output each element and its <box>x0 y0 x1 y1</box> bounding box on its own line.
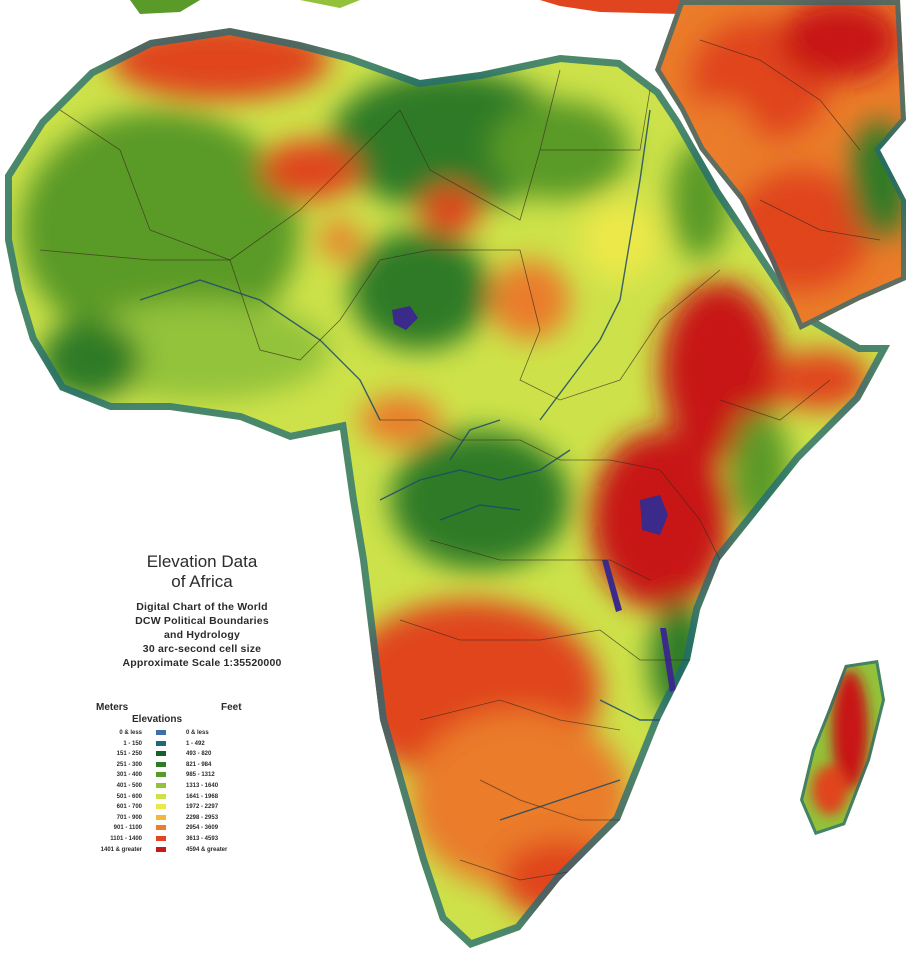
legend-row: 1401 & greater 4594 & greater <box>78 845 278 856</box>
legend-meters-range: 1 - 150 <box>123 740 142 747</box>
legend-meters-range: 251 - 300 <box>116 761 142 768</box>
legend-title-block: Elevation Data of Africa Digital Chart o… <box>62 552 342 670</box>
legend-meters-range: 151 - 250 <box>116 751 142 758</box>
legend-feet-range: 1972 - 2297 <box>186 804 219 811</box>
legend-subtitle-line: and Hydrology <box>163 629 241 641</box>
legend-color-swatch <box>156 825 166 831</box>
legend-feet-range: 1 - 492 <box>186 740 205 747</box>
lake-victoria <box>640 495 668 535</box>
legend-feet-range: 2298 - 2953 <box>186 814 219 821</box>
legend-meters-range: 501 - 600 <box>116 793 142 800</box>
legend-color-swatch <box>156 782 166 788</box>
legend-subtitle-line: Approximate Scale 1:35520000 <box>122 657 282 669</box>
lake-tanganyika <box>602 560 622 612</box>
legend-color-swatch <box>156 761 166 767</box>
legend-feet-range: 0 & less <box>186 730 209 736</box>
legend-row: 701 - 900 2298 - 2953 <box>78 813 278 824</box>
legend-meters-range: 0 & less <box>119 730 142 736</box>
legend-row: 0 & less 0 & less <box>78 728 278 739</box>
political-boundaries <box>39 69 831 881</box>
legend-feet-range: 2954 - 3609 <box>186 825 219 832</box>
legend-row: 1 - 150 1 - 492 <box>78 739 278 750</box>
legend-header: Meters Feet Elevations <box>78 702 278 728</box>
legend-row: 601 - 700 1972 - 2297 <box>78 802 278 813</box>
legend-row: 501 - 600 1641 - 1968 <box>78 792 278 803</box>
legend-color-swatch <box>156 740 166 746</box>
legend-feet-range: 1641 - 1968 <box>186 793 219 800</box>
legend-meters-range: 1101 - 1400 <box>110 835 142 842</box>
elevations-header: Elevations <box>132 714 183 725</box>
legend-color-swatch <box>156 793 166 799</box>
legend-row: 901 - 1100 2954 - 3609 <box>78 823 278 834</box>
legend-color-swatch <box>156 751 166 757</box>
legend-meters-range: 901 - 1100 <box>113 825 142 832</box>
legend-feet-range: 985 - 1312 <box>186 772 215 779</box>
legend-color-swatch <box>156 846 166 852</box>
legend-subtitle-line: DCW Political Boundaries <box>135 615 269 627</box>
legend-row: 151 - 250 493 - 820 <box>78 749 278 760</box>
legend-subtitle-line: 30 arc-second cell size <box>142 643 262 655</box>
madagascar <box>800 660 885 835</box>
legend-row: 1101 - 1400 3613 - 4593 <box>78 834 278 845</box>
legend-row: 401 - 500 1313 - 1640 <box>78 781 278 792</box>
legend-meters-range: 601 - 700 <box>116 804 142 811</box>
legend-color-swatch <box>156 835 166 841</box>
legend-row: 251 - 300 821 - 984 <box>78 760 278 771</box>
legend-feet-range: 1313 - 1640 <box>186 782 219 789</box>
legend-color-swatch <box>156 814 166 820</box>
legend-meters-range: 701 - 900 <box>116 814 142 821</box>
legend-color-swatch <box>156 804 166 810</box>
legend-subtitle-line: Digital Chart of the World <box>136 601 268 613</box>
legend-meters-range: 401 - 500 <box>116 782 142 789</box>
elevation-legend: Meters Feet Elevations 0 & less 0 & less 1… <box>78 702 278 855</box>
legend-meters-range: 301 - 400 <box>116 772 142 779</box>
legend-feet-range: 3613 - 4593 <box>186 835 219 842</box>
legend-rows: 0 & less 0 & less 1 - 150 1 - 492 151 - 250 4… <box>78 728 278 855</box>
europe-fragment <box>130 0 700 14</box>
lake-chad <box>392 306 418 330</box>
legend-color-swatch <box>156 730 166 735</box>
feet-header: Feet <box>221 702 242 713</box>
legend-feet-range: 4594 & greater <box>186 846 228 853</box>
legend-meters-range: 1401 & greater <box>100 846 142 853</box>
legend-color-swatch <box>156 772 166 778</box>
legend-feet-range: 493 - 820 <box>186 751 212 758</box>
legend-row: 301 - 400 985 - 1312 <box>78 770 278 781</box>
legend-title-line2: of Africa <box>171 572 233 591</box>
legend-feet-range: 821 - 984 <box>186 761 212 768</box>
legend-title-line1: Elevation Data <box>146 552 258 571</box>
meters-header: Meters <box>96 702 129 713</box>
